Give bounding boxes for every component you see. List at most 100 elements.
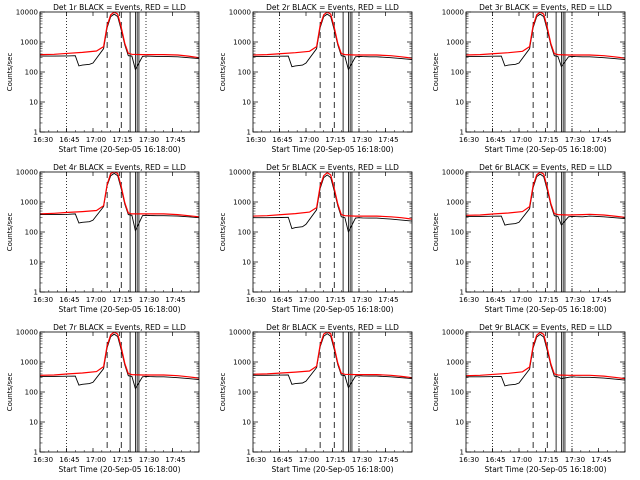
y-tick-label: 10 [455,419,464,427]
series-line-lld [253,172,412,220]
x-tick-label: 17:00 [299,296,319,304]
x-tick-label: 17:45 [378,456,398,464]
x-tick-label: 17:00 [299,136,319,144]
y-tick-label: 1000 [446,39,464,47]
x-tick-label: 17:45 [165,296,185,304]
y-tick-label: 100 [451,69,464,77]
y-axis-label: Counts/sec [432,213,440,252]
series-line-lld [466,332,625,380]
plot-frame [465,11,626,133]
detector-panel-5: Det 5r BLACK = Events, RED = LLD 1 10 100 10… [219,163,413,314]
series-line-events [466,173,625,226]
x-tick-label: 17:30 [139,456,159,464]
plot-frame [465,331,626,453]
detector-panel-6: Det 6r BLACK = Events, RED = LLD 1 10 100 10… [432,163,626,314]
y-tick-label: 1000 [233,199,251,207]
y-axis-label: Counts/sec [6,373,14,412]
series-line-lld [253,332,412,379]
x-axis-label: Start Time (20-Sep-05 16:18:00) [485,305,607,314]
y-axis-label: Counts/sec [432,373,440,412]
x-tick-label: 16:45 [272,296,292,304]
x-tick-label: 17:45 [165,456,185,464]
y-tick-label: 10000 [442,169,464,177]
x-tick-label: 16:45 [485,456,505,464]
series-line-lld [40,172,199,218]
x-tick-label: 17:30 [352,296,372,304]
y-tick-label: 100 [238,229,251,237]
detector-panel-7: Det 7r BLACK = Events, RED = LLD 1 10 100 10… [6,323,200,474]
x-tick-label: 17:30 [352,136,372,144]
y-tick-label: 1 [247,289,251,297]
x-tick-label: 17:45 [378,136,398,144]
x-axis-label: Start Time (20-Sep-05 16:18:00) [59,145,181,154]
series-line-events [253,174,412,234]
y-tick-label: 1000 [233,39,251,47]
x-tick-label: 16:30 [33,456,53,464]
x-tick-label: 17:15 [538,296,558,304]
series-line-lld [40,12,199,59]
x-tick-label: 17:15 [325,136,345,144]
series-line-events [253,13,412,71]
x-tick-label: 17:00 [299,456,319,464]
x-tick-label: 16:30 [246,456,266,464]
x-tick-label: 17:00 [512,136,532,144]
y-tick-label: 10000 [16,329,38,337]
panel-title: Det 1r BLACK = Events, RED = LLD [53,3,186,12]
detector-panel-2: Det 2r BLACK = Events, RED = LLD 1 10 100 10… [219,3,413,154]
y-tick-label: 1 [34,449,38,457]
y-tick-label: 1 [460,449,464,457]
x-tick-label: 17:30 [565,456,585,464]
x-tick-label: 16:45 [59,136,79,144]
series-line-events [466,13,625,68]
series-line-lld [466,172,625,218]
panel-title: Det 2r BLACK = Events, RED = LLD [266,3,399,12]
x-tick-label: 17:15 [112,136,132,144]
y-tick-label: 100 [451,229,464,237]
panel-title: Det 6r BLACK = Events, RED = LLD [479,163,612,172]
y-tick-label: 1 [460,289,464,297]
x-tick-label: 17:45 [591,456,611,464]
x-tick-label: 16:45 [59,296,79,304]
y-axis-label: Counts/sec [6,213,14,252]
x-axis-label: Start Time (20-Sep-05 16:18:00) [485,465,607,474]
x-axis-label: Start Time (20-Sep-05 16:18:00) [272,305,394,314]
x-tick-label: 17:30 [565,296,585,304]
plot-frame [252,171,413,293]
x-axis-label: Start Time (20-Sep-05 16:18:00) [59,305,181,314]
y-tick-label: 10 [29,99,38,107]
x-tick-label: 17:15 [538,456,558,464]
y-tick-label: 10 [242,419,251,427]
y-axis-label: Counts/sec [219,213,227,252]
x-tick-label: 16:30 [459,136,479,144]
detector-panel-3: Det 3r BLACK = Events, RED = LLD 1 10 100 10… [432,3,626,154]
y-tick-label: 100 [25,69,38,77]
x-tick-label: 17:00 [512,456,532,464]
detector-panel-1: Det 1r BLACK = Events, RED = LLD 1 10 100 10… [6,3,200,154]
y-tick-label: 10 [29,259,38,267]
y-tick-label: 10000 [442,329,464,337]
series-line-events [40,13,199,71]
y-tick-label: 10000 [16,169,38,177]
x-axis-label: Start Time (20-Sep-05 16:18:00) [485,145,607,154]
panel-title: Det 7r BLACK = Events, RED = LLD [53,323,186,332]
y-tick-label: 100 [25,389,38,397]
y-tick-label: 10000 [229,9,251,17]
plot-frame [39,171,200,293]
x-tick-label: 17:45 [591,136,611,144]
plot-frame [465,171,626,293]
y-tick-label: 1 [460,129,464,137]
detector-panel-4: Det 4r BLACK = Events, RED = LLD 1 10 100 10… [6,163,200,314]
detector-panel-8: Det 8r BLACK = Events, RED = LLD 1 10 100 10… [219,323,413,474]
x-tick-label: 17:15 [112,296,132,304]
x-tick-label: 16:45 [272,136,292,144]
y-tick-label: 10000 [229,329,251,337]
x-tick-label: 17:45 [165,136,185,144]
y-axis-label: Counts/sec [219,53,227,92]
y-tick-label: 1000 [446,359,464,367]
x-tick-label: 17:30 [352,456,372,464]
series-line-events [40,333,199,390]
x-tick-label: 16:45 [485,136,505,144]
x-tick-label: 16:30 [33,296,53,304]
x-axis-label: Start Time (20-Sep-05 16:18:00) [272,145,394,154]
